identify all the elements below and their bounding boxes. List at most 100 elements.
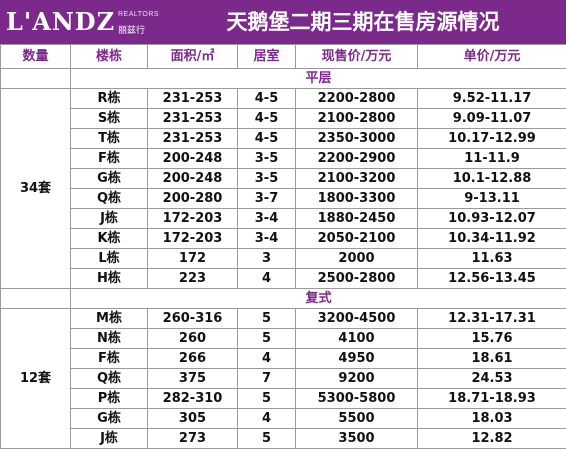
unit-price-cell: 11.63	[417, 248, 566, 269]
column-header-area: 面积/㎡	[147, 44, 238, 69]
building-cell: J栋	[70, 428, 148, 449]
column-header-building: 楼栋	[70, 44, 148, 69]
building-cell: Q栋	[70, 368, 148, 389]
table-row: Q栋 200-280 3-7 1800-3300 9-13.11	[1, 188, 566, 209]
building-cell: H栋	[70, 268, 148, 289]
price-cell: 1800-3300	[295, 188, 418, 209]
building-cell: J栋	[70, 208, 148, 229]
table-row: F栋 266 4 4950 18.61	[1, 348, 566, 369]
area-cell: 231-253	[147, 108, 238, 129]
column-header-unit-price: 单价/万元	[417, 44, 566, 69]
building-cell: T栋	[70, 128, 148, 149]
table-row: 34套 R栋 231-253 4-5 2200-2800 9.52-11.17	[0, 88, 566, 289]
unit-price-cell: 24.53	[417, 368, 566, 389]
price-cell: 2100-2800	[295, 108, 418, 129]
logo-subtitle-en: REALTORS	[118, 11, 160, 18]
logo-text: L'ANDZ	[6, 7, 116, 36]
table-row: T栋 231-253 4-5 2350-3000 10.17-12.99	[1, 128, 566, 149]
unit-price-cell: 9.09-11.07	[417, 108, 566, 129]
unit-price-cell: 9.52-11.17	[417, 88, 566, 109]
rooms-cell: 3	[237, 248, 296, 269]
table-row: J栋 172-203 3-4 1880-2450 10.93-12.07	[1, 208, 566, 229]
price-cell: 3500	[295, 428, 418, 449]
rooms-cell: 3-7	[237, 188, 296, 209]
building-cell: L栋	[70, 248, 148, 269]
table-row: K栋 172-203 3-4 2050-2100 10.34-11.92	[1, 228, 566, 249]
area-cell: 200-248	[147, 168, 238, 189]
rooms-cell: 3-4	[237, 208, 296, 229]
price-cell: 4100	[295, 328, 418, 349]
rooms-cell: 3-5	[237, 148, 296, 169]
logo-subtitle-cn: 丽兹行	[118, 26, 146, 36]
price-cell: 2200-2900	[295, 148, 418, 169]
rooms-cell: 4-5	[237, 88, 296, 109]
area-cell: 200-248	[147, 148, 238, 169]
unit-price-cell: 12.31-17.31	[417, 308, 566, 329]
rooms-cell: 7	[237, 368, 296, 389]
section-header-blank-cell	[0, 288, 71, 309]
column-header-rooms: 居室	[237, 44, 296, 69]
price-cell: 4950	[295, 348, 418, 369]
unit-price-cell: 10.93-12.07	[417, 208, 566, 229]
rooms-cell: 4-5	[237, 108, 296, 129]
price-cell: 1880-2450	[295, 208, 418, 229]
unit-price-cell: 10.1-12.88	[417, 168, 566, 189]
table-row: N栋 260 5 4100 15.76	[1, 328, 566, 349]
section-header-row: 复式	[0, 288, 566, 309]
brand-logo: L'ANDZ REALTORS 丽兹行	[6, 6, 160, 38]
area-cell: 273	[147, 428, 238, 449]
table-row: F栋 200-248 3-5 2200-2900 11-11.9	[1, 148, 566, 169]
unit-price-cell: 10.17-12.99	[417, 128, 566, 149]
building-cell: G栋	[70, 408, 148, 429]
area-cell: 375	[147, 368, 238, 389]
price-cell: 2000	[295, 248, 418, 269]
table-row: P栋 282-310 5 5300-5800 18.71-18.93	[1, 388, 566, 409]
unit-price-cell: 18.03	[417, 408, 566, 429]
section-count: 12套	[0, 308, 71, 449]
table-row: L栋 172 3 2000 11.63	[1, 248, 566, 269]
rooms-cell: 4	[237, 268, 296, 289]
price-cell: 2350-3000	[295, 128, 418, 149]
building-cell: P栋	[70, 388, 148, 409]
page-title: 天鹅堡二期三期在售房源情况	[226, 10, 500, 34]
area-cell: 172-203	[147, 208, 238, 229]
building-cell: F栋	[70, 148, 148, 169]
table-row: J栋 273 5 3500 12.82	[1, 428, 566, 449]
unit-price-cell: 12.56-13.45	[417, 268, 566, 289]
building-cell: K栋	[70, 228, 148, 249]
area-cell: 282-310	[147, 388, 238, 409]
section-header-blank-cell	[0, 68, 71, 89]
table-row: G栋 305 4 5500 18.03	[1, 408, 566, 429]
price-cell: 2500-2800	[295, 268, 418, 289]
rooms-cell: 3-4	[237, 228, 296, 249]
rooms-cell: 4	[237, 408, 296, 429]
area-cell: 172	[147, 248, 238, 269]
unit-price-cell: 11-11.9	[417, 148, 566, 169]
price-cell: 9200	[295, 368, 418, 389]
building-cell: G栋	[70, 168, 148, 189]
building-cell: F栋	[70, 348, 148, 369]
area-cell: 260	[147, 328, 238, 349]
table-row: G栋 200-248 3-5 2100-3200 10.1-12.88	[1, 168, 566, 189]
price-cell: 5300-5800	[295, 388, 418, 409]
unit-price-cell: 15.76	[417, 328, 566, 349]
unit-price-cell: 9-13.11	[417, 188, 566, 209]
rooms-cell: 5	[237, 388, 296, 409]
table-row: S栋 231-253 4-5 2100-2800 9.09-11.07	[1, 108, 566, 129]
area-cell: 266	[147, 348, 238, 369]
rooms-cell: 5	[237, 428, 296, 449]
building-cell: R栋	[70, 88, 148, 109]
unit-price-cell: 10.34-11.92	[417, 228, 566, 249]
price-cell: 2100-3200	[295, 168, 418, 189]
section-count: 34套	[0, 88, 71, 289]
building-cell: N栋	[70, 328, 148, 349]
price-cell: 3200-4500	[295, 308, 418, 329]
unit-price-cell: 12.82	[417, 428, 566, 449]
rooms-cell: 4	[237, 348, 296, 369]
area-cell: 231-253	[147, 88, 238, 109]
rooms-cell: 5	[237, 328, 296, 349]
section-title: 复式	[70, 288, 566, 309]
section-header-row: 平层	[0, 68, 566, 89]
table-row: Q栋 375 7 9200 24.53	[1, 368, 566, 389]
